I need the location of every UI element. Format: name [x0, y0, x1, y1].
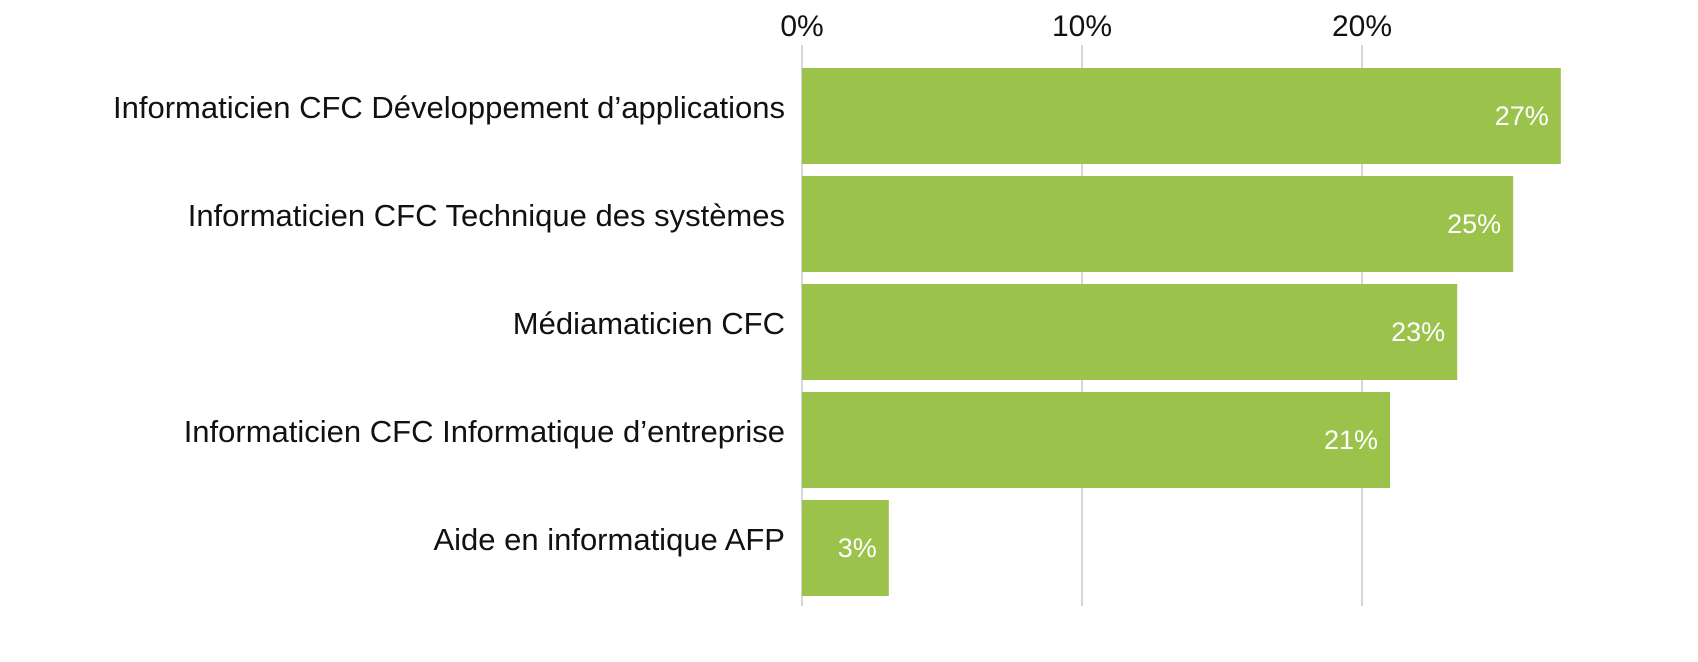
y-tick-label: Médiamaticien CFC — [513, 306, 785, 341]
bar — [802, 392, 1390, 488]
value-label: 3% — [838, 533, 877, 563]
bar — [802, 284, 1458, 380]
y-tick-label: Informaticien CFC Informatique d’entrepr… — [184, 414, 785, 449]
value-label: 27% — [1495, 101, 1549, 131]
y-tick-label: Informaticien CFC Développement d’applic… — [113, 90, 785, 125]
value-label: 25% — [1447, 209, 1501, 239]
bar — [802, 68, 1561, 164]
bar — [802, 500, 889, 596]
y-tick-label: Informaticien CFC Technique des systèmes — [188, 198, 785, 233]
x-tick-label: 20% — [1332, 10, 1392, 43]
value-label: 21% — [1324, 425, 1378, 455]
x-tick-label: 10% — [1052, 10, 1112, 43]
y-tick-label: Aide en informatique AFP — [433, 522, 785, 557]
x-tick-label: 0% — [780, 10, 823, 43]
value-label: 23% — [1391, 317, 1445, 347]
bar — [802, 176, 1514, 272]
